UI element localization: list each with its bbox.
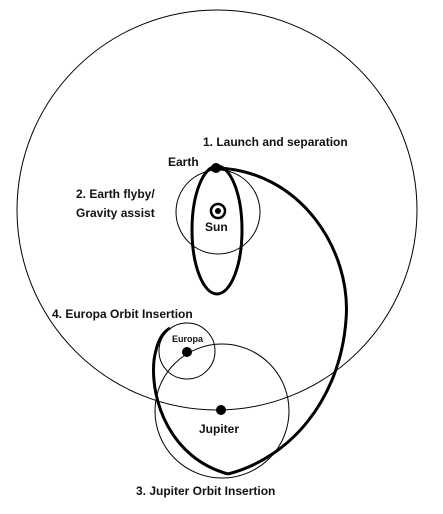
sun-label: Sun [205,220,228,234]
flyby-label-line1: 2. Earth flyby/ [76,187,155,201]
sun-center-dot [215,208,221,214]
europa-dot [182,347,192,357]
jupiter-label: Jupiter [199,422,239,436]
cruise-trajectory [215,166,348,476]
launch-label: 1. Launch and separation [203,135,348,149]
earth-label: Earth [168,155,199,169]
europa-label: Europa [172,334,204,344]
earth-dot [211,163,221,173]
europa-orbit-circle [154,343,290,479]
jupiter-dot [216,405,226,415]
flyby-label-line2: Gravity assist [76,206,155,220]
europa-capture-circle [158,322,216,380]
jupiter-insertion-trajectory [152,326,229,476]
jupiter-insertion-label: 3. Jupiter Orbit Insertion [136,484,275,498]
europa-insertion-label: 4. Europa Orbit Insertion [52,307,193,321]
